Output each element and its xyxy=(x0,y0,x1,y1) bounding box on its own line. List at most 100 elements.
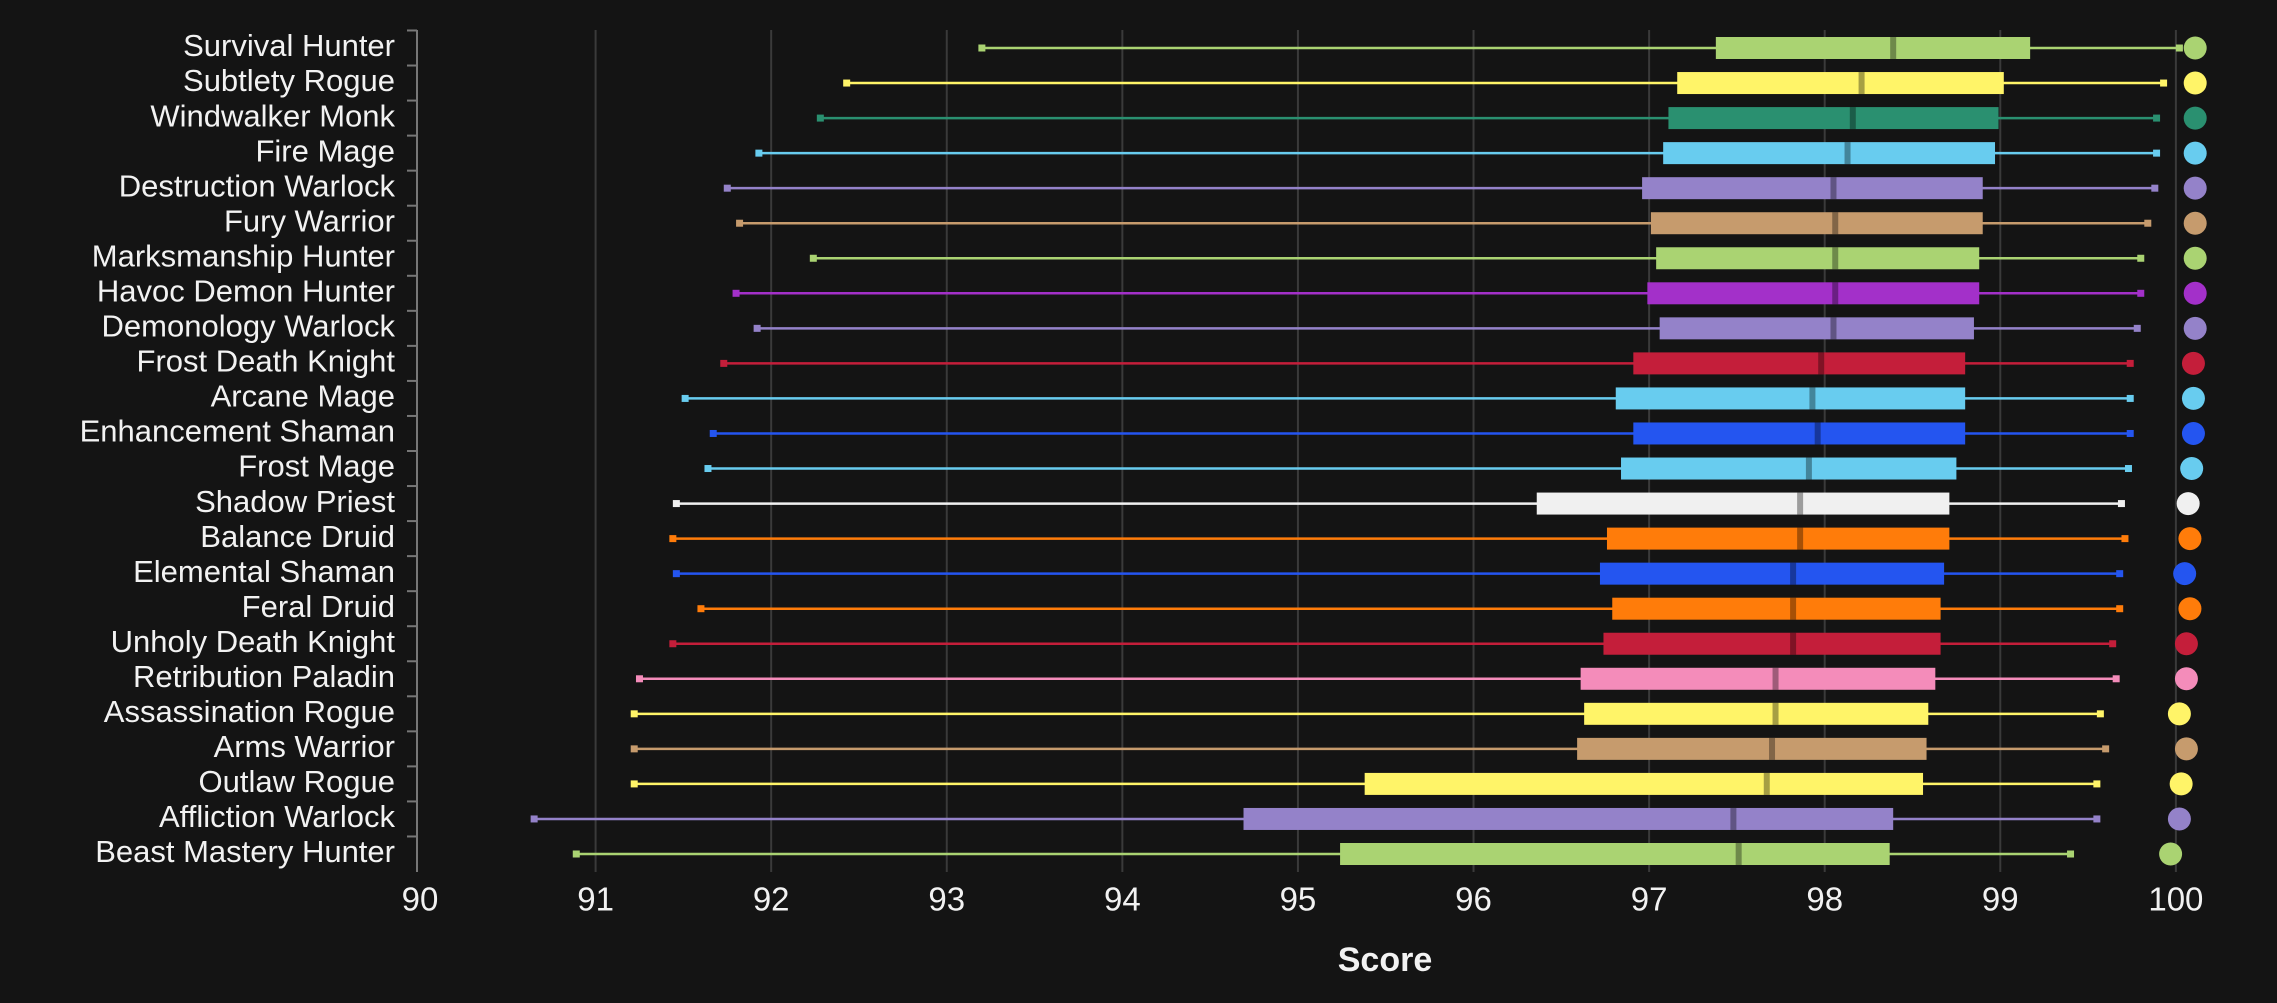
whisker-cap xyxy=(2126,359,2134,367)
x-tick-label: 98 xyxy=(1806,881,1843,918)
max-dot xyxy=(2183,36,2207,60)
median xyxy=(1858,72,1865,95)
whisker-cap xyxy=(2124,465,2132,473)
max-dot xyxy=(2181,351,2205,375)
box xyxy=(1650,212,1983,235)
median xyxy=(1805,457,1812,480)
x-tick-label: 100 xyxy=(2148,881,2203,918)
max-dot xyxy=(2181,421,2205,445)
max-dot xyxy=(2183,106,2207,130)
category-label: Frost Mage xyxy=(238,449,395,484)
box xyxy=(1668,107,1999,130)
median xyxy=(1818,352,1825,375)
category-label: Demonology Warlock xyxy=(102,309,396,344)
median xyxy=(1814,422,1821,445)
category-label: Outlaw Rogue xyxy=(199,764,395,799)
x-axis-title: Score xyxy=(1338,941,1433,979)
category-label: Windwalker Monk xyxy=(150,98,395,133)
max-dot xyxy=(2180,457,2204,481)
median xyxy=(1830,317,1837,340)
whisker-cap xyxy=(2144,219,2152,227)
whisker-cap xyxy=(736,219,744,227)
whisker-cap xyxy=(978,44,986,52)
max-dot xyxy=(2173,562,2197,586)
median xyxy=(1790,562,1797,585)
whisker-cap xyxy=(843,79,851,87)
max-dot xyxy=(2183,176,2207,200)
box xyxy=(1715,37,2031,59)
category-label: Fire Mage xyxy=(255,133,395,168)
max-dot xyxy=(2174,632,2198,656)
whisker-cap xyxy=(723,184,731,192)
box xyxy=(1606,527,1950,550)
max-dot xyxy=(2181,386,2205,410)
whisker-cap xyxy=(2096,710,2104,718)
whisker-cap xyxy=(709,429,717,437)
box xyxy=(1677,72,2004,95)
median xyxy=(1735,843,1742,865)
whisker-cap xyxy=(630,780,638,788)
whisker-cap xyxy=(2112,675,2120,683)
median xyxy=(1844,142,1851,165)
max-dot xyxy=(2167,702,2191,726)
whisker-cap xyxy=(2126,429,2134,437)
box xyxy=(1642,177,1983,200)
median xyxy=(1790,597,1797,620)
x-tick-label: 90 xyxy=(402,881,439,918)
whisker-cap xyxy=(2116,570,2124,578)
median xyxy=(1797,492,1804,515)
whisker-cap xyxy=(2093,815,2101,823)
box xyxy=(1621,457,1957,480)
median xyxy=(1772,702,1779,725)
box xyxy=(1612,597,1941,620)
box xyxy=(1663,142,1996,165)
x-tick-label: 97 xyxy=(1631,881,1668,918)
category-label: Subtlety Rogue xyxy=(183,63,395,98)
median xyxy=(1830,177,1837,200)
box xyxy=(1633,352,1966,375)
whisker-cap xyxy=(2126,394,2134,402)
median xyxy=(1890,37,1897,59)
category-label: Balance Druid xyxy=(200,519,395,554)
max-dot xyxy=(2159,842,2183,866)
box xyxy=(1656,247,1980,270)
whisker-cap xyxy=(755,149,763,157)
whisker-cap xyxy=(2137,289,2145,297)
median xyxy=(1849,107,1856,130)
category-label: Destruction Warlock xyxy=(119,168,396,203)
category-label: Frost Death Knight xyxy=(137,344,396,379)
category-label: Unholy Death Knight xyxy=(111,624,396,659)
box xyxy=(1580,667,1936,690)
box xyxy=(1647,282,1980,305)
x-tick-label: 96 xyxy=(1455,881,1492,918)
category-label: Beast Mastery Hunter xyxy=(95,834,395,869)
median xyxy=(1797,527,1804,550)
max-dot xyxy=(2183,211,2207,235)
whisker-cap xyxy=(669,640,677,648)
x-tick-label: 93 xyxy=(928,881,965,918)
whisker-cap xyxy=(681,394,689,402)
whisker-cap xyxy=(2137,254,2145,262)
whisker-cap xyxy=(2109,640,2117,648)
max-dot xyxy=(2174,667,2198,691)
median xyxy=(1832,282,1839,305)
category-label: Retribution Paladin xyxy=(133,659,395,694)
box xyxy=(1340,843,1890,865)
whisker-cap xyxy=(572,850,580,858)
whisker-cap xyxy=(672,500,680,508)
whisker-cap xyxy=(2153,114,2161,122)
whisker-cap xyxy=(2093,780,2101,788)
max-dot xyxy=(2183,316,2207,340)
max-dot xyxy=(2178,597,2202,621)
whisker-cap xyxy=(2151,184,2159,192)
max-dot xyxy=(2183,141,2207,165)
box xyxy=(1603,632,1941,655)
whisker-cap xyxy=(2117,500,2125,508)
category-label: Marksmanship Hunter xyxy=(92,238,395,273)
median xyxy=(1769,737,1776,760)
x-tick-label: 91 xyxy=(577,881,614,918)
category-label: Fury Warrior xyxy=(224,203,395,238)
whisker-cap xyxy=(530,815,538,823)
whisker-cap xyxy=(635,675,643,683)
